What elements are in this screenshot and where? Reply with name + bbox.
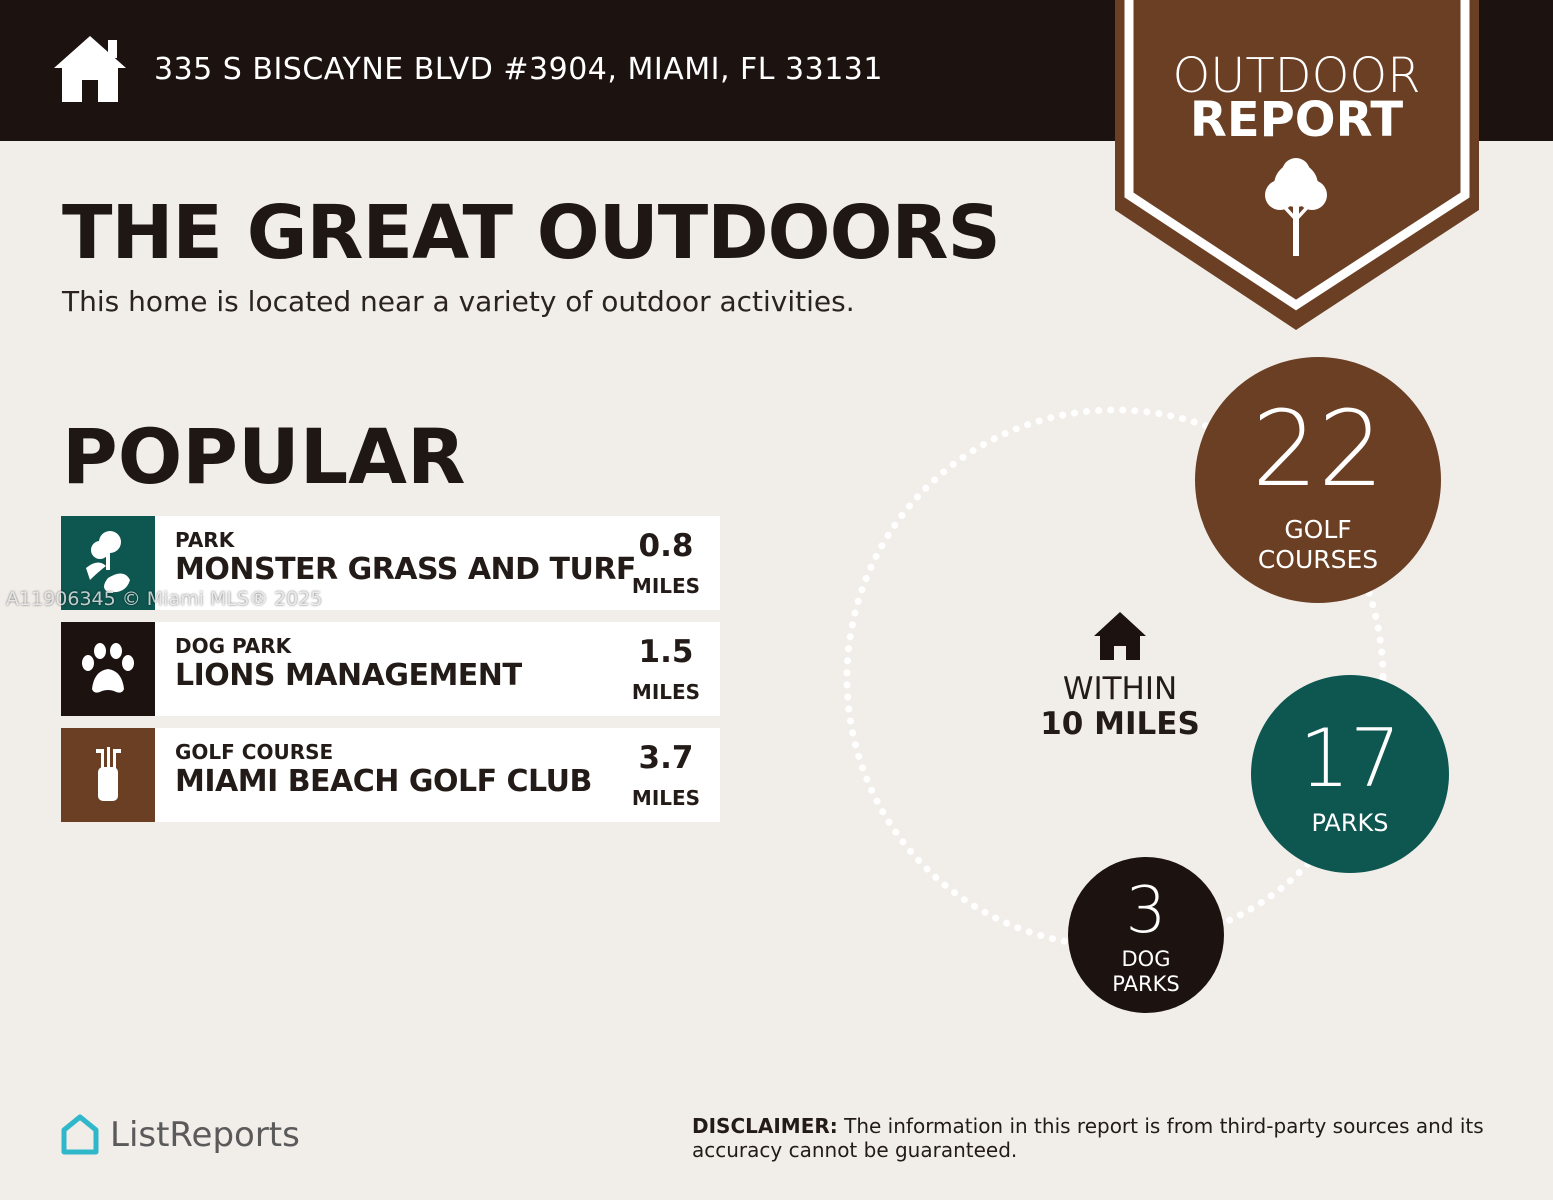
- item-name: MONSTER GRASS AND TURF: [175, 552, 636, 587]
- list-item: PARK MONSTER GRASS AND TURF 0.8 MILES: [61, 516, 720, 610]
- popular-heading: POPULAR: [62, 412, 466, 501]
- item-category: DOG PARK: [175, 634, 292, 658]
- dog-label-1: DOG: [1121, 947, 1171, 971]
- tree-icon: [1265, 158, 1327, 256]
- outdoor-report-badge: [1115, 0, 1479, 330]
- item-distance: 1.5: [638, 634, 694, 670]
- badge-title-line2: REPORT: [1189, 92, 1404, 148]
- item-distance: 3.7: [638, 740, 694, 776]
- parks-count: 17 PARKS: [1251, 675, 1449, 873]
- home-icon: [1094, 612, 1146, 660]
- disclaimer-text: The information in this report is from t…: [692, 1114, 1484, 1162]
- golf-label-1: GOLF: [1284, 515, 1352, 544]
- page-title: THE GREAT OUTDOORS: [62, 190, 1001, 276]
- parks-count-number: 17: [1299, 712, 1401, 805]
- within-radius: WITHIN 10 MILES: [1030, 672, 1210, 741]
- disclaimer-label: DISCLAIMER:: [692, 1114, 838, 1138]
- listreports-logo-icon: [61, 1114, 99, 1155]
- list-item: GOLF COURSE MIAMI BEACH GOLF CLUB 3.7 MI…: [61, 728, 720, 822]
- golf-label-2: COURSES: [1257, 545, 1379, 574]
- golf-courses-count: 22 GOLF COURSES: [1195, 357, 1441, 603]
- within-label: WITHIN: [1062, 671, 1178, 707]
- paw-icon: [61, 622, 155, 716]
- list-item: DOG PARK LIONS MANAGEMENT 1.5 MILES: [61, 622, 720, 716]
- item-distance-unit: MILES: [631, 680, 701, 704]
- dog-parks-count: 3 DOG PARKS: [1068, 857, 1224, 1013]
- item-distance-unit: MILES: [631, 786, 701, 810]
- address: 335 S BISCAYNE BLVD #3904, MIAMI, FL 331…: [154, 52, 883, 87]
- dog-label-2: PARKS: [1112, 972, 1180, 997]
- item-category: PARK: [175, 528, 235, 552]
- parks-label: PARKS: [1311, 809, 1389, 837]
- within-distance: 10 MILES: [1040, 705, 1200, 742]
- golf-count: 22: [1251, 388, 1385, 510]
- logo-text: ListReports: [110, 1115, 300, 1155]
- listreports-logo: ListReports: [60, 1114, 300, 1156]
- dog-count: 3: [1125, 874, 1167, 948]
- golf-bag-icon: [61, 728, 155, 822]
- page-subtitle: This home is located near a variety of o…: [62, 285, 855, 318]
- item-distance: 0.8: [638, 528, 694, 564]
- item-name: MIAMI BEACH GOLF CLUB: [175, 764, 592, 799]
- home-icon: [54, 36, 126, 102]
- watermark: A11906345 © Miami MLS® 2025: [6, 588, 323, 610]
- disclaimer: DISCLAIMER: The information in this repo…: [692, 1114, 1512, 1162]
- item-distance-unit: MILES: [631, 574, 701, 598]
- item-category: GOLF COURSE: [175, 740, 334, 764]
- item-name: LIONS MANAGEMENT: [175, 658, 523, 693]
- park-icon: [61, 516, 155, 610]
- badge-title-line1: OUTDOOR: [1172, 48, 1421, 104]
